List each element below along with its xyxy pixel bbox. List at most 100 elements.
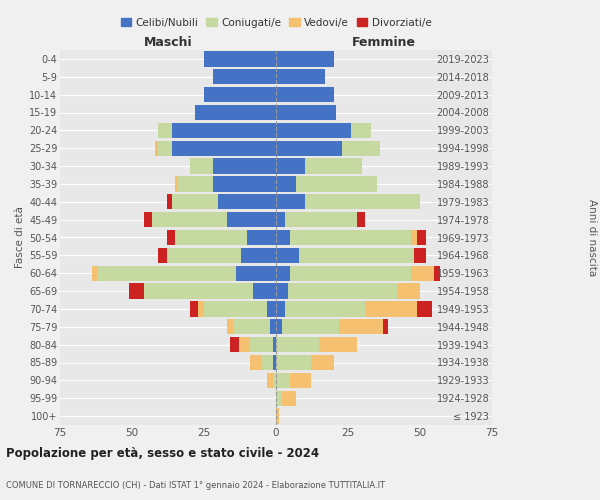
Bar — [158, 248, 167, 263]
Bar — [340, 319, 383, 334]
Bar — [212, 158, 276, 174]
Bar — [158, 140, 172, 156]
Bar — [276, 176, 296, 192]
Bar — [230, 337, 239, 352]
Bar — [383, 319, 388, 334]
Bar — [290, 266, 412, 281]
Bar — [276, 266, 290, 281]
Bar — [268, 302, 276, 316]
Bar — [155, 140, 158, 156]
Bar — [287, 284, 397, 298]
Bar — [204, 302, 268, 316]
Bar — [152, 212, 227, 227]
Bar — [276, 158, 305, 174]
Bar — [342, 140, 380, 156]
Bar — [299, 248, 414, 263]
Bar — [276, 140, 342, 156]
Bar — [276, 284, 287, 298]
Bar — [204, 87, 276, 102]
Bar — [190, 158, 212, 174]
Bar — [273, 373, 276, 388]
Bar — [204, 52, 276, 66]
Bar — [434, 266, 440, 281]
Bar — [172, 123, 276, 138]
Bar — [276, 123, 351, 138]
Bar — [273, 355, 276, 370]
Bar — [311, 355, 334, 370]
Bar — [97, 266, 236, 281]
Bar — [282, 390, 296, 406]
Bar — [236, 266, 276, 281]
Bar — [276, 355, 311, 370]
Bar — [414, 248, 426, 263]
Bar — [276, 194, 305, 210]
Bar — [284, 212, 356, 227]
Bar — [250, 337, 273, 352]
Bar — [276, 302, 284, 316]
Bar — [305, 158, 362, 174]
Bar — [227, 319, 233, 334]
Y-axis label: Fasce di età: Fasce di età — [14, 206, 25, 268]
Bar — [282, 319, 340, 334]
Bar — [262, 355, 273, 370]
Bar — [412, 266, 434, 281]
Bar — [319, 337, 356, 352]
Bar — [172, 140, 276, 156]
Text: Femmine: Femmine — [352, 36, 416, 49]
Bar — [417, 230, 426, 245]
Bar — [290, 373, 311, 388]
Bar — [167, 248, 241, 263]
Bar — [365, 302, 417, 316]
Bar — [198, 302, 204, 316]
Bar — [270, 319, 276, 334]
Bar — [276, 373, 290, 388]
Bar — [218, 194, 276, 210]
Bar — [296, 176, 377, 192]
Bar — [412, 230, 417, 245]
Bar — [172, 194, 218, 210]
Bar — [247, 230, 276, 245]
Bar — [143, 212, 152, 227]
Bar — [276, 390, 282, 406]
Bar — [175, 230, 247, 245]
Text: Anni di nascita: Anni di nascita — [587, 199, 597, 276]
Bar — [212, 176, 276, 192]
Bar — [417, 302, 431, 316]
Text: Popolazione per età, sesso e stato civile - 2024: Popolazione per età, sesso e stato civil… — [6, 448, 319, 460]
Bar — [227, 212, 276, 227]
Bar — [190, 302, 198, 316]
Bar — [351, 123, 371, 138]
Bar — [397, 284, 420, 298]
Bar — [276, 52, 334, 66]
Bar — [276, 105, 337, 120]
Bar — [250, 355, 262, 370]
Bar — [239, 337, 250, 352]
Bar — [268, 373, 273, 388]
Bar — [196, 105, 276, 120]
Bar — [276, 248, 299, 263]
Bar — [143, 284, 253, 298]
Bar — [276, 212, 284, 227]
Bar — [276, 69, 325, 84]
Bar — [290, 230, 412, 245]
Bar — [167, 230, 175, 245]
Bar — [284, 302, 365, 316]
Bar — [276, 337, 319, 352]
Bar — [273, 337, 276, 352]
Bar — [276, 87, 334, 102]
Legend: Celibi/Nubili, Coniugati/e, Vedovi/e, Divorziati/e: Celibi/Nubili, Coniugati/e, Vedovi/e, Di… — [121, 18, 431, 28]
Text: Maschi: Maschi — [143, 36, 193, 49]
Text: COMUNE DI TORNARECCIO (CH) - Dati ISTAT 1° gennaio 2024 - Elaborazione TUTTITALI: COMUNE DI TORNARECCIO (CH) - Dati ISTAT … — [6, 480, 385, 490]
Bar — [167, 194, 172, 210]
Bar — [276, 408, 279, 424]
Bar — [92, 266, 97, 281]
Bar — [253, 284, 276, 298]
Bar — [129, 284, 143, 298]
Bar — [356, 212, 365, 227]
Bar — [241, 248, 276, 263]
Bar — [212, 69, 276, 84]
Bar — [276, 319, 282, 334]
Bar — [158, 123, 172, 138]
Bar — [305, 194, 420, 210]
Bar — [233, 319, 270, 334]
